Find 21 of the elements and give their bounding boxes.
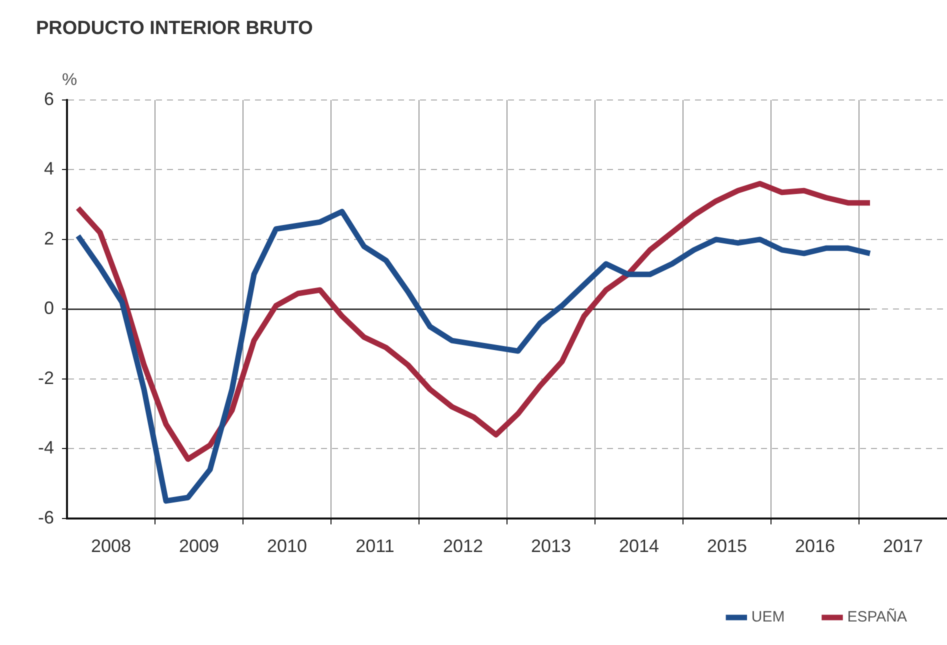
- y-axis-title: %: [62, 70, 78, 90]
- x-tick-label: 2016: [794, 536, 836, 556]
- x-tick-label: 2017: [882, 536, 924, 556]
- y-tick-label: 2: [44, 228, 54, 248]
- x-tick-label: 2015: [706, 536, 748, 556]
- x-tick-label: 2012: [442, 536, 484, 556]
- chart-title: PRODUCTO INTERIOR BRUTO: [36, 18, 313, 40]
- y-tick-label: -2: [38, 368, 54, 388]
- y-tick-label: 0: [44, 298, 54, 318]
- x-tick-label: 2013: [530, 536, 572, 556]
- y-tick-label: 4: [44, 158, 54, 179]
- x-tick-label: 2009: [178, 536, 220, 556]
- x-tick-label: 2008: [90, 536, 132, 556]
- y-tick-label: -6: [38, 507, 54, 528]
- legend-label: UEM: [751, 608, 785, 626]
- y-tick-label: -4: [38, 438, 54, 458]
- legend-label: ESPAÑA: [847, 608, 908, 626]
- x-tick-label: 2010: [266, 536, 308, 556]
- x-tick-label: 2014: [618, 536, 660, 556]
- x-tick-label: 2011: [356, 536, 394, 556]
- y-tick-label: 6: [44, 88, 54, 109]
